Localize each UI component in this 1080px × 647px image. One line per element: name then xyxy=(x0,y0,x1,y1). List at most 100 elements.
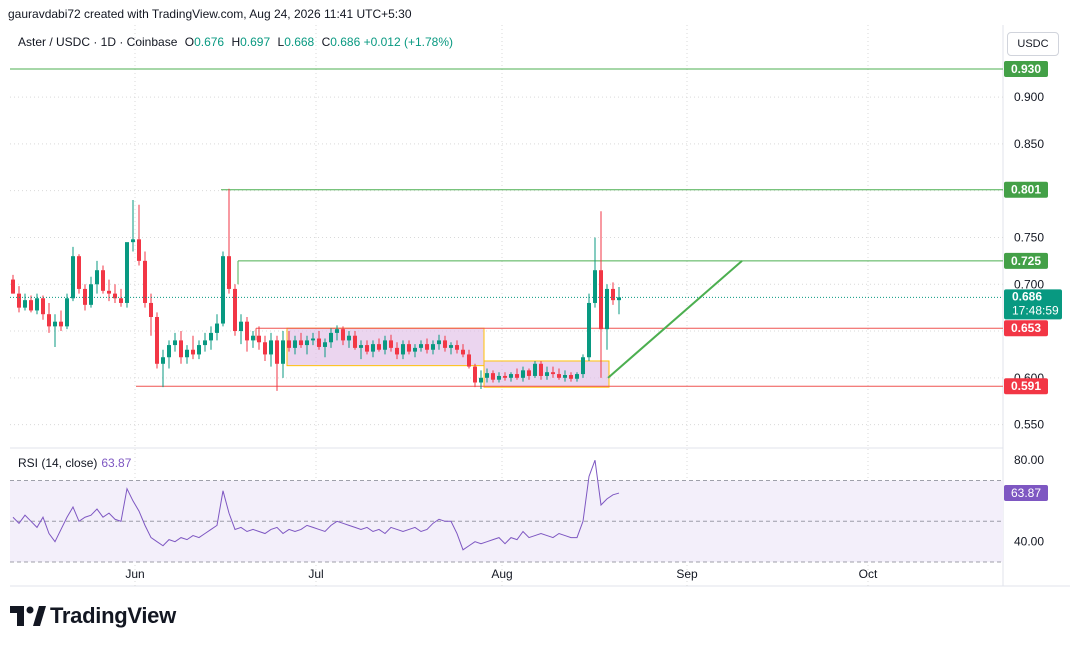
candle-body xyxy=(371,344,375,352)
candle-body xyxy=(35,298,39,311)
candle-body xyxy=(215,323,219,333)
candle-body xyxy=(599,270,603,330)
level-price-tag xyxy=(1004,61,1048,78)
candle-body xyxy=(113,293,117,299)
candle-body xyxy=(617,297,621,301)
candle-body xyxy=(149,302,153,317)
candle-body xyxy=(377,344,381,350)
candle-body xyxy=(497,375,501,380)
candle-body xyxy=(77,256,81,289)
last-price-tag xyxy=(1004,289,1062,320)
candle-body xyxy=(293,340,297,348)
candle-body xyxy=(95,270,99,285)
candle-body xyxy=(221,256,225,324)
candle-body xyxy=(179,340,183,358)
rsi-label[interactable]: RSI (14, close) xyxy=(18,456,98,470)
chart-credit: gauravdabi72 created with TradingView.co… xyxy=(8,7,412,21)
high-label: H xyxy=(231,35,241,49)
candle-body xyxy=(431,344,435,350)
time-tick-label: Aug xyxy=(491,567,512,581)
candle-body xyxy=(329,332,333,343)
time-tick-label: Jun xyxy=(125,567,144,581)
level-price-tag-text: 0.801 xyxy=(1011,183,1041,197)
candle-body xyxy=(485,373,489,378)
candle-body xyxy=(65,298,69,327)
candle-body xyxy=(515,374,519,378)
candle-body xyxy=(449,345,453,348)
close-value: 0.686 xyxy=(330,35,361,49)
candle-body xyxy=(365,345,369,352)
low-value: 0.668 xyxy=(284,35,315,49)
candle-body xyxy=(227,256,231,289)
rsi-legend-value: 63.87 xyxy=(101,456,132,470)
time-tick-label: Jul xyxy=(308,567,323,581)
candle-body xyxy=(89,284,93,305)
level-price-tag-text: 0.725 xyxy=(1011,254,1041,268)
candle-body xyxy=(125,242,129,303)
candle-body xyxy=(47,314,51,327)
currency-button[interactable]: USDC xyxy=(1007,32,1059,56)
level-price-tag-text: 0.653 xyxy=(1011,321,1041,335)
candle-body xyxy=(533,363,537,376)
price-tick-label: 0.900 xyxy=(1014,90,1044,104)
candle-body xyxy=(239,321,243,332)
candle-body xyxy=(503,375,507,378)
candle-body xyxy=(209,332,213,341)
candle-body xyxy=(389,340,393,348)
candle-body xyxy=(137,239,141,261)
candle-body xyxy=(311,338,315,341)
level-price-tag-text: 0.930 xyxy=(1011,62,1041,76)
candle-body xyxy=(587,302,591,358)
last-price-tag-text: 0.686 xyxy=(1012,289,1042,303)
price-tick-label: 0.550 xyxy=(1014,418,1044,432)
candle-body xyxy=(359,345,363,348)
candle-body xyxy=(173,340,177,346)
candle-body xyxy=(551,372,555,375)
candle-body xyxy=(605,288,609,330)
change-value: +0.012 (+1.78%) xyxy=(363,35,454,49)
candle-body xyxy=(167,345,171,358)
candle-body xyxy=(557,374,561,378)
candle-body xyxy=(281,340,285,364)
candle-body xyxy=(317,338,321,347)
candle-body xyxy=(155,317,159,364)
tradingview-logo[interactable]: TradingView xyxy=(10,603,176,629)
candle-body xyxy=(275,340,279,364)
candle-body xyxy=(419,344,423,348)
candle-body xyxy=(203,340,207,346)
symbol-title[interactable]: Aster / USDC · 1D · Coinbase xyxy=(18,35,178,49)
candle-body xyxy=(251,335,255,341)
candle-body xyxy=(467,354,471,367)
candle-body xyxy=(347,335,351,341)
candle-body xyxy=(413,347,417,352)
candle-body xyxy=(491,373,495,380)
candle-body xyxy=(305,340,309,346)
candle-body xyxy=(479,377,483,383)
candle-body xyxy=(341,329,345,341)
candle-body xyxy=(335,329,339,333)
candle-body xyxy=(383,340,387,350)
candle-body xyxy=(323,342,327,347)
rsi-tick-label: 80.00 xyxy=(1014,453,1044,467)
time-tick-label: Oct xyxy=(859,567,878,581)
candle-body xyxy=(197,345,201,355)
candle-body xyxy=(455,345,459,350)
open-value: 0.676 xyxy=(194,35,225,49)
candle-body xyxy=(539,363,543,376)
candle-body xyxy=(527,370,531,376)
candle-body xyxy=(593,270,597,303)
candle-body xyxy=(353,335,357,348)
candle-body xyxy=(245,321,249,341)
candle-body xyxy=(443,340,447,348)
candle-body xyxy=(29,300,33,311)
candle-body xyxy=(191,349,195,355)
candle-body xyxy=(425,344,429,350)
tradingview-logo-icon xyxy=(10,606,46,626)
candle-body xyxy=(473,366,477,383)
open-label: O xyxy=(184,35,195,49)
price-tick-label: 0.850 xyxy=(1014,137,1044,151)
candle-body xyxy=(17,293,21,308)
rsi-value-tag xyxy=(1004,485,1048,502)
candle-body xyxy=(41,298,45,315)
